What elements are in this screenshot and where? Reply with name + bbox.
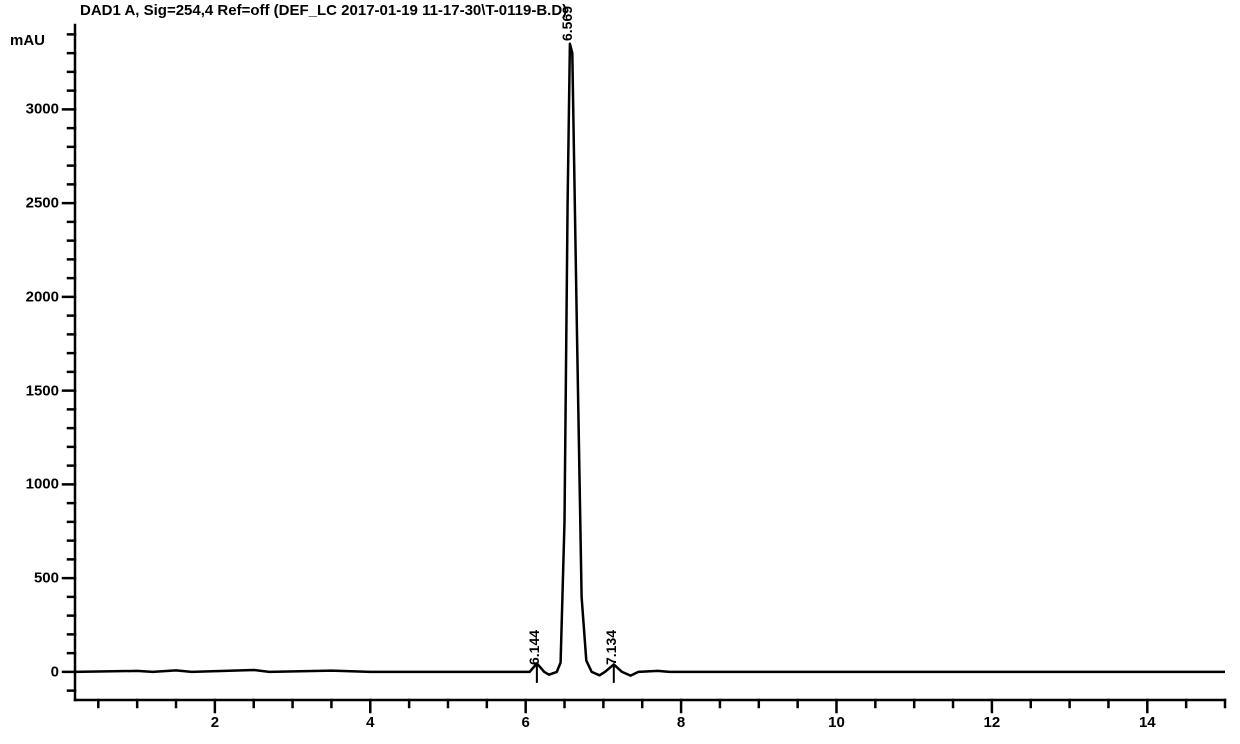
x-tick-label: 2 (211, 714, 219, 731)
x-tick-label: 14 (1139, 714, 1156, 731)
y-tick-label: 0 (19, 663, 59, 680)
y-tick-label: 500 (19, 570, 59, 587)
peak-label: 6.144 (526, 630, 542, 665)
y-tick-label: 1500 (19, 382, 59, 399)
y-tick-label: 3000 (19, 101, 59, 118)
y-tick-label: 2500 (19, 195, 59, 212)
y-tick-label: 2000 (19, 288, 59, 305)
peak-label: 7.134 (603, 630, 619, 665)
x-tick-label: 12 (984, 714, 1001, 731)
x-tick-label: 8 (677, 714, 685, 731)
x-tick-label: 4 (366, 714, 374, 731)
x-tick-label: 10 (828, 714, 845, 731)
x-tick-label: 6 (522, 714, 530, 731)
peak-label: 6.569 (559, 6, 575, 41)
chart-container: DAD1 A, Sig=254,4 Ref=off (DEF_LC 2017-0… (0, 0, 1240, 744)
chromatogram-plot (0, 0, 1240, 744)
y-tick-label: 1000 (19, 476, 59, 493)
